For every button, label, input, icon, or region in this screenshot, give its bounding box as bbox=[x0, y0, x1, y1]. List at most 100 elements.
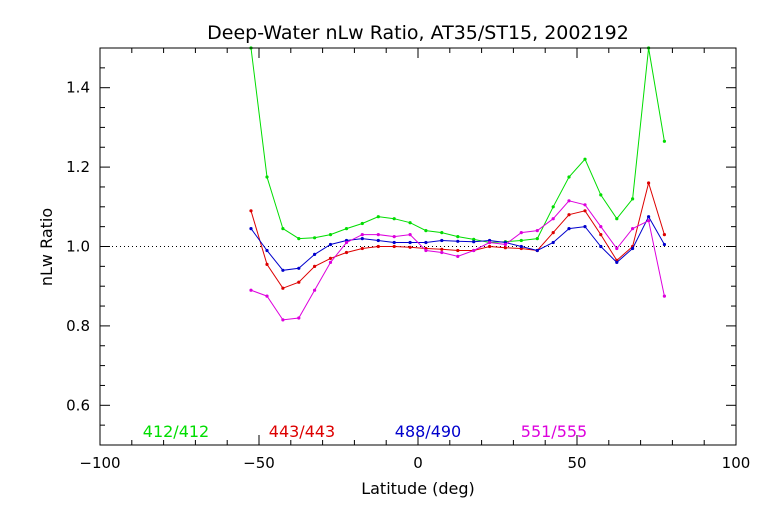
data-point bbox=[313, 236, 317, 240]
series-line bbox=[250, 47, 665, 244]
data-point bbox=[360, 233, 364, 237]
x-tick-label: −50 bbox=[243, 454, 275, 472]
y-tick-label: 1.0 bbox=[66, 238, 90, 256]
data-point bbox=[519, 244, 523, 249]
y-tick-label: 1.4 bbox=[66, 79, 90, 97]
x-tick-label: 100 bbox=[722, 454, 751, 472]
data-point bbox=[297, 237, 301, 241]
data-point bbox=[408, 233, 412, 237]
data-point bbox=[440, 247, 444, 251]
data-point bbox=[456, 235, 460, 239]
data-point bbox=[535, 248, 539, 253]
y-axis-label: nLw Ratio bbox=[37, 208, 56, 286]
data-point bbox=[313, 264, 317, 268]
legend-entry: 443/443 bbox=[269, 422, 335, 441]
data-point bbox=[344, 227, 349, 231]
series-1 bbox=[249, 46, 667, 245]
data-point bbox=[631, 246, 635, 251]
data-point bbox=[662, 139, 667, 143]
data-point bbox=[440, 231, 444, 235]
data-point bbox=[440, 238, 444, 243]
data-point bbox=[328, 256, 333, 260]
axes: −100 −50 0 50 100 0.6 0.8 1.0 1.2 1.4 bbox=[66, 47, 751, 472]
data-point bbox=[440, 250, 444, 255]
data-point bbox=[249, 227, 253, 231]
data-point bbox=[472, 240, 476, 244]
data-point bbox=[535, 229, 539, 233]
data-point bbox=[344, 240, 349, 245]
y-tick-label: 1.2 bbox=[66, 158, 90, 176]
data-point bbox=[376, 215, 380, 219]
data-point bbox=[647, 219, 651, 223]
y-tick-label: 0.8 bbox=[66, 317, 90, 335]
data-point bbox=[472, 237, 476, 241]
data-point bbox=[456, 239, 460, 243]
data-point bbox=[599, 244, 603, 249]
data-point bbox=[424, 229, 428, 233]
data-point bbox=[647, 215, 651, 219]
data-point bbox=[392, 244, 396, 249]
data-point bbox=[631, 197, 635, 201]
data-point bbox=[456, 248, 460, 253]
data-point bbox=[408, 240, 412, 245]
data-point bbox=[328, 260, 333, 264]
x-tick-label: 0 bbox=[413, 454, 423, 472]
data-point bbox=[265, 175, 269, 179]
data-point bbox=[265, 262, 269, 266]
data-point bbox=[519, 231, 523, 235]
series-2 bbox=[249, 181, 667, 290]
data-point bbox=[599, 193, 603, 197]
data-point bbox=[662, 233, 667, 237]
data-point bbox=[551, 240, 555, 245]
data-point bbox=[392, 240, 396, 245]
data-point bbox=[662, 242, 667, 247]
data-point bbox=[328, 242, 333, 247]
legend: 412/412 443/443 488/490 551/555 bbox=[143, 422, 587, 441]
data-point bbox=[503, 246, 507, 250]
data-point bbox=[615, 260, 619, 264]
series-line bbox=[250, 215, 665, 271]
data-point bbox=[360, 221, 364, 226]
data-point bbox=[519, 238, 523, 243]
series-4 bbox=[249, 199, 667, 322]
data-point bbox=[647, 181, 651, 185]
data-point bbox=[265, 248, 269, 253]
data-point bbox=[631, 227, 635, 231]
data-point bbox=[583, 209, 587, 213]
data-point bbox=[599, 233, 603, 237]
data-point bbox=[313, 252, 317, 256]
data-point bbox=[408, 245, 412, 249]
data-point bbox=[567, 227, 571, 231]
data-point bbox=[583, 203, 587, 207]
data-point bbox=[376, 238, 380, 243]
data-point bbox=[567, 199, 571, 203]
data-point bbox=[297, 266, 301, 270]
data-point bbox=[551, 205, 555, 209]
data-point bbox=[360, 246, 364, 251]
data-point bbox=[567, 175, 571, 179]
data-point bbox=[615, 217, 619, 221]
x-tick-label: 50 bbox=[567, 454, 586, 472]
data-point bbox=[535, 237, 539, 241]
data-point bbox=[662, 294, 667, 298]
data-point bbox=[488, 240, 492, 245]
data-point bbox=[249, 209, 253, 213]
data-point bbox=[376, 233, 380, 237]
x-axis-label: Latitude (deg) bbox=[361, 479, 475, 498]
data-point bbox=[313, 288, 317, 292]
data-point bbox=[297, 280, 301, 284]
data-point bbox=[615, 246, 619, 251]
data-point bbox=[328, 233, 333, 237]
data-point bbox=[344, 250, 349, 255]
data-point bbox=[392, 217, 396, 221]
data-point bbox=[567, 213, 571, 217]
x-tick-label: −100 bbox=[79, 454, 120, 472]
data-point bbox=[472, 248, 476, 253]
data-point bbox=[551, 231, 555, 235]
y-tick-label: 0.6 bbox=[66, 396, 90, 414]
data-point bbox=[297, 316, 301, 320]
legend-entry: 488/490 bbox=[395, 422, 461, 441]
data-point bbox=[281, 318, 285, 322]
data-point bbox=[265, 294, 269, 298]
legend-entry: 412/412 bbox=[143, 422, 209, 441]
